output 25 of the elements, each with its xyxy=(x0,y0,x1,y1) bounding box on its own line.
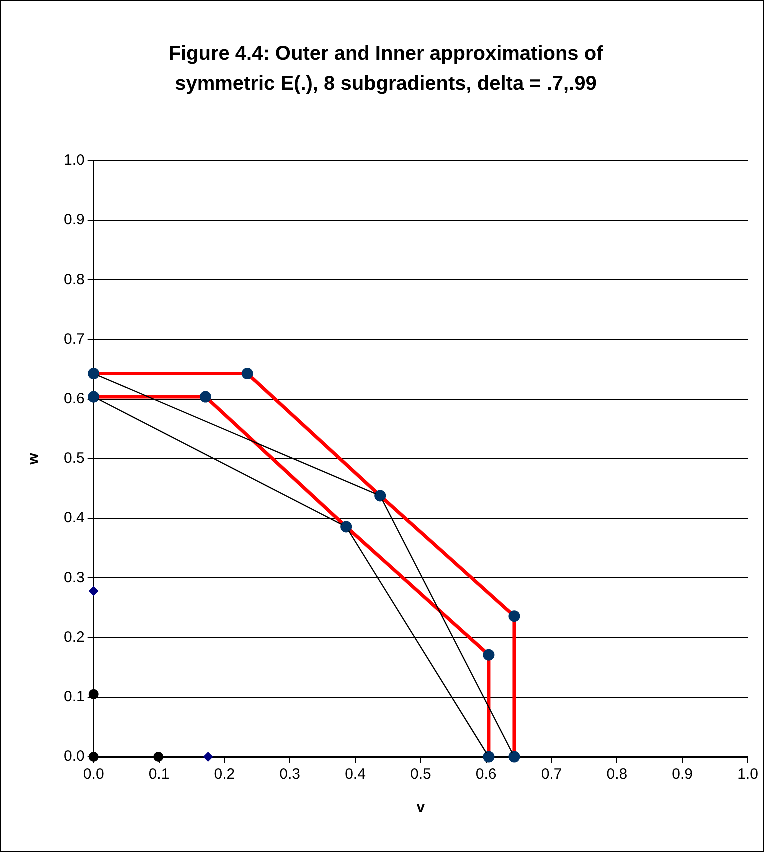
y-tick-label: 0.8 xyxy=(64,271,85,288)
x-tick-label: 0.7 xyxy=(541,766,562,784)
y-axis-title: w xyxy=(25,452,42,466)
x-tick-label: 0.0 xyxy=(83,766,104,784)
y-tick-label: 0.6 xyxy=(64,390,85,408)
y-tick-label: 0.0 xyxy=(64,748,85,766)
x-tick-label: 0.6 xyxy=(476,766,497,784)
x-tick-label: 0.8 xyxy=(606,766,628,784)
y-tick-label: 0.3 xyxy=(64,569,85,586)
y-tick-label: 0.1 xyxy=(64,688,85,706)
y-tick-label: 0.4 xyxy=(64,510,85,527)
x-tick-label: 0.5 xyxy=(410,766,432,784)
y-tick-label: 0.2 xyxy=(64,628,85,646)
chart-title: Figure 4.4: Outer and Inner approximations of symmetric E(.), 8 subgradients, delta = .7,.99 xyxy=(168,42,604,97)
y-tick-label: 0.9 xyxy=(64,212,85,229)
x-axis-title: v xyxy=(416,799,426,816)
x-tick-label: 0.4 xyxy=(345,766,366,784)
x-tick-label: 0.3 xyxy=(280,766,301,784)
x-tick-label: 0.1 xyxy=(148,766,170,784)
y-tick-label: 0.5 xyxy=(64,450,85,468)
y-tick-label: 0.7 xyxy=(64,330,85,348)
x-tick-label: 0.9 xyxy=(672,766,694,784)
x-tick-label: 1.0 xyxy=(738,766,758,784)
x-tick-label: 0.2 xyxy=(214,766,236,784)
y-tick-label: 1.0 xyxy=(64,152,85,170)
